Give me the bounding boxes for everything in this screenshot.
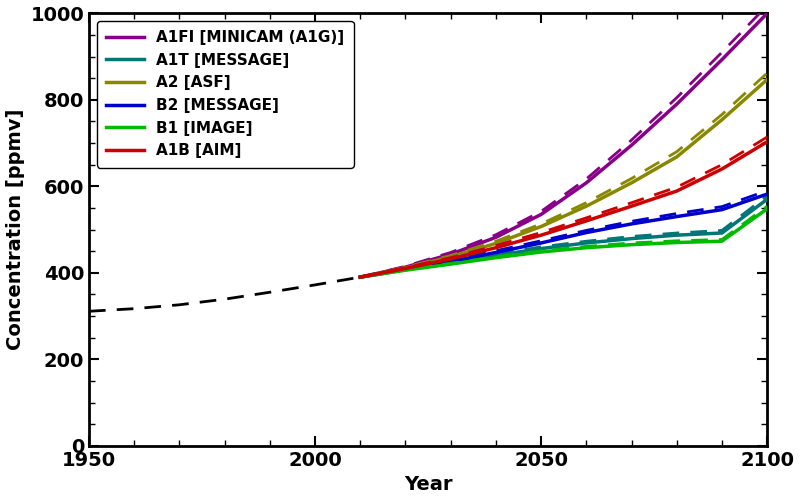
B1 [IMAGE]	[762, 206, 772, 212]
Line: A1FI [MINICAM (A1G)]: A1FI [MINICAM (A1G)]	[360, 14, 767, 277]
A1B [AIM]	[536, 232, 546, 238]
A1B [AIM]	[762, 139, 772, 145]
A1T [MESSAGE]	[491, 252, 501, 258]
A1T [MESSAGE]	[762, 196, 772, 202]
A1FI [MINICAM (A1G)]	[536, 212, 546, 218]
A1FI [MINICAM (A1G)]	[582, 180, 591, 186]
A2 [ASF]	[401, 265, 410, 271]
A2 [ASF]	[355, 274, 365, 280]
B2 [MESSAGE]	[672, 214, 682, 220]
B1 [IMAGE]	[401, 267, 410, 273]
B1 [IMAGE]	[582, 244, 591, 250]
A2 [ASF]	[717, 116, 726, 122]
A2 [ASF]	[626, 180, 636, 186]
A1T [MESSAGE]	[672, 232, 682, 238]
A1FI [MINICAM (A1G)]	[717, 56, 726, 62]
Line: B2 [MESSAGE]: B2 [MESSAGE]	[360, 194, 767, 277]
A2 [ASF]	[446, 254, 455, 260]
Line: B1 [IMAGE]: B1 [IMAGE]	[360, 209, 767, 277]
A2 [ASF]	[762, 76, 772, 82]
A1T [MESSAGE]	[626, 236, 636, 242]
A1T [MESSAGE]	[582, 240, 591, 246]
Line: A2 [ASF]: A2 [ASF]	[360, 80, 767, 277]
Line: A1T [MESSAGE]: A1T [MESSAGE]	[360, 200, 767, 277]
A1FI [MINICAM (A1G)]	[401, 264, 410, 270]
Legend: A1FI [MINICAM (A1G)], A1T [MESSAGE], A2 [ASF], B2 [MESSAGE], B1 [IMAGE], A1B [AI: A1FI [MINICAM (A1G)], A1T [MESSAGE], A2 …	[97, 21, 354, 168]
A2 [ASF]	[582, 203, 591, 209]
A1FI [MINICAM (A1G)]	[626, 142, 636, 148]
B2 [MESSAGE]	[582, 230, 591, 235]
B1 [IMAGE]	[626, 242, 636, 248]
B2 [MESSAGE]	[491, 250, 501, 256]
B2 [MESSAGE]	[446, 258, 455, 264]
B2 [MESSAGE]	[401, 266, 410, 272]
X-axis label: Year: Year	[404, 475, 452, 494]
B1 [IMAGE]	[446, 261, 455, 267]
A1B [AIM]	[582, 218, 591, 224]
B1 [IMAGE]	[717, 238, 726, 244]
A1T [MESSAGE]	[401, 267, 410, 273]
A1T [MESSAGE]	[446, 260, 455, 266]
A1B [AIM]	[355, 274, 365, 280]
A1FI [MINICAM (A1G)]	[672, 101, 682, 107]
A1B [AIM]	[401, 266, 410, 272]
A1T [MESSAGE]	[536, 246, 546, 252]
Line: A1B [AIM]: A1B [AIM]	[360, 142, 767, 277]
A1B [AIM]	[446, 256, 455, 262]
A1FI [MINICAM (A1G)]	[762, 10, 772, 16]
B2 [MESSAGE]	[717, 206, 726, 212]
B1 [IMAGE]	[672, 240, 682, 246]
A2 [ASF]	[672, 154, 682, 160]
A1B [AIM]	[672, 188, 682, 194]
A1B [AIM]	[491, 244, 501, 250]
A1T [MESSAGE]	[355, 274, 365, 280]
B2 [MESSAGE]	[355, 274, 365, 280]
B1 [IMAGE]	[536, 249, 546, 255]
A2 [ASF]	[491, 240, 501, 246]
B2 [MESSAGE]	[536, 240, 546, 246]
A1FI [MINICAM (A1G)]	[446, 251, 455, 257]
A1FI [MINICAM (A1G)]	[355, 274, 365, 280]
B2 [MESSAGE]	[762, 191, 772, 197]
A1B [AIM]	[717, 166, 726, 172]
A1B [AIM]	[626, 203, 636, 209]
B2 [MESSAGE]	[626, 221, 636, 227]
A1T [MESSAGE]	[717, 230, 726, 236]
B1 [IMAGE]	[491, 254, 501, 260]
A1FI [MINICAM (A1G)]	[491, 234, 501, 240]
B1 [IMAGE]	[355, 274, 365, 280]
Y-axis label: Concentration [ppmv]: Concentration [ppmv]	[6, 109, 25, 350]
A2 [ASF]	[536, 224, 546, 230]
